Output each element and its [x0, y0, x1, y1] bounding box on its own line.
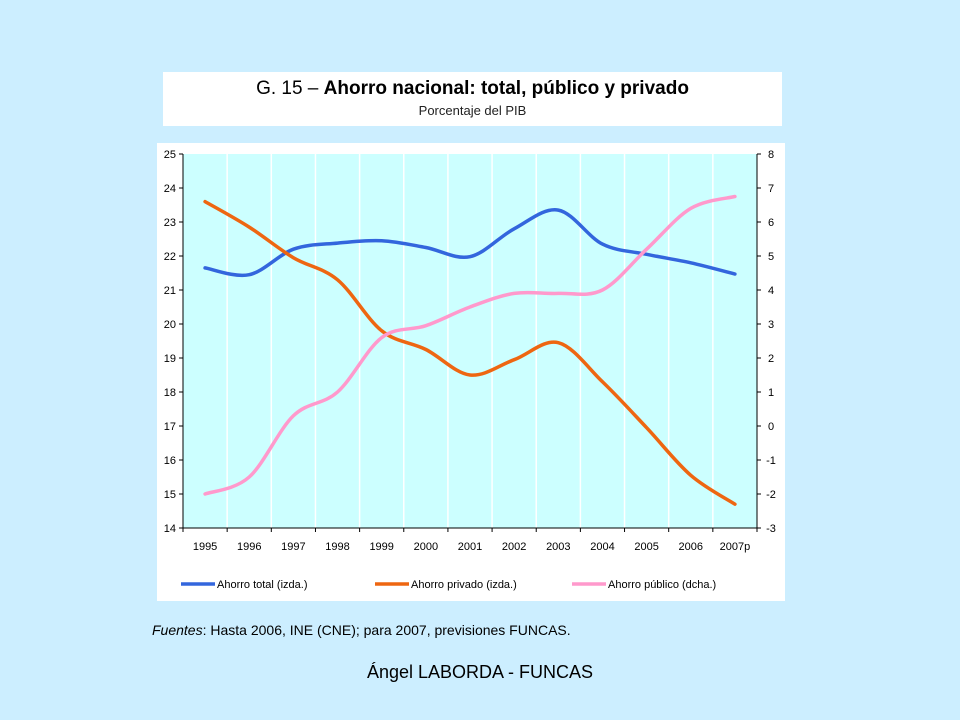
series-ahorro-total-legend-label: Ahorro total (izda.): [217, 579, 307, 591]
chart-subtitle: Porcentaje del PIB: [418, 103, 527, 118]
x-tick-label: 2002: [502, 541, 526, 553]
sources-label: Fuentes: [152, 622, 203, 638]
x-tick-label: 1998: [325, 541, 349, 553]
y-right-tick-label: 7: [768, 183, 774, 195]
chart-panel: 25 24 23 22 21 20 19 18 17 16 15 14 8 7 6 5 4 3 2 1 0 -1 -2 -3 1…: [157, 143, 785, 601]
x-tick-label: 2004: [590, 541, 614, 553]
y-left-tick-label: 24: [164, 183, 176, 195]
y-right-tick-label: 5: [768, 251, 774, 263]
x-tick-label: 2006: [679, 541, 703, 553]
y-left-tick-label: 20: [164, 319, 176, 331]
x-tick-label: 2001: [458, 541, 482, 553]
chart-title-prefix: G. 15 –: [256, 78, 324, 99]
y-right-tick-label: -3: [766, 523, 776, 535]
y-right-tick-label: 2: [768, 353, 774, 365]
y-left-tick-label: 15: [164, 489, 176, 501]
y-left-tick-label: 17: [164, 421, 176, 433]
series-ahorro-privado-legend-label: Ahorro privado (izda.): [411, 579, 517, 591]
y-left-tick-label: 16: [164, 455, 176, 467]
x-tick-label: 2003: [546, 541, 570, 553]
y-left-tick-label: 18: [164, 387, 176, 399]
x-tick-label: 1996: [237, 541, 261, 553]
x-tick-label: 1999: [369, 541, 393, 553]
y-left-tick-label: 21: [164, 285, 176, 297]
y-left-tick-label: 25: [164, 149, 176, 161]
x-tick-label: 1997: [281, 541, 305, 553]
y-left-tick-label: 19: [164, 353, 176, 365]
y-right-tick-label: 6: [768, 217, 774, 229]
plot-area: [183, 154, 757, 528]
chart-title-box: G. 15 – Ahorro nacional: total, público …: [163, 72, 782, 126]
y-right-tick-label: 8: [768, 149, 774, 161]
chart-title: G. 15 – Ahorro nacional: total, público …: [163, 78, 782, 100]
series-ahorro-publico-legend-label: Ahorro público (dcha.): [608, 579, 716, 591]
x-tick-label: 1995: [193, 541, 217, 553]
line-chart: 252423222120191817161514876543210-1-2-31…: [164, 149, 776, 591]
y-right-tick-label: 0: [768, 421, 774, 433]
x-tick-label: 2000: [414, 541, 438, 553]
y-left-tick-label: 14: [164, 523, 176, 535]
x-tick-label: 2005: [634, 541, 658, 553]
footer-credit: Ángel LABORDA - FUNCAS: [366, 662, 594, 682]
y-left-tick-label: 23: [164, 217, 176, 229]
y-right-tick-label: -1: [766, 455, 776, 467]
y-left-tick-label: 22: [164, 251, 176, 263]
sources-note: Fuentes: Hasta 2006, INE (CNE); para 200…: [152, 622, 571, 638]
y-right-tick-label: 1: [768, 387, 774, 399]
chart-title-main: Ahorro nacional: total, público y privad…: [323, 78, 689, 99]
y-right-tick-label: 4: [768, 285, 774, 297]
sources-text: : Hasta 2006, INE (CNE); para 2007, prev…: [202, 622, 571, 638]
y-right-tick-label: 3: [768, 319, 774, 331]
x-tick-label: 2007p: [720, 541, 751, 553]
y-right-tick-label: -2: [766, 489, 776, 501]
